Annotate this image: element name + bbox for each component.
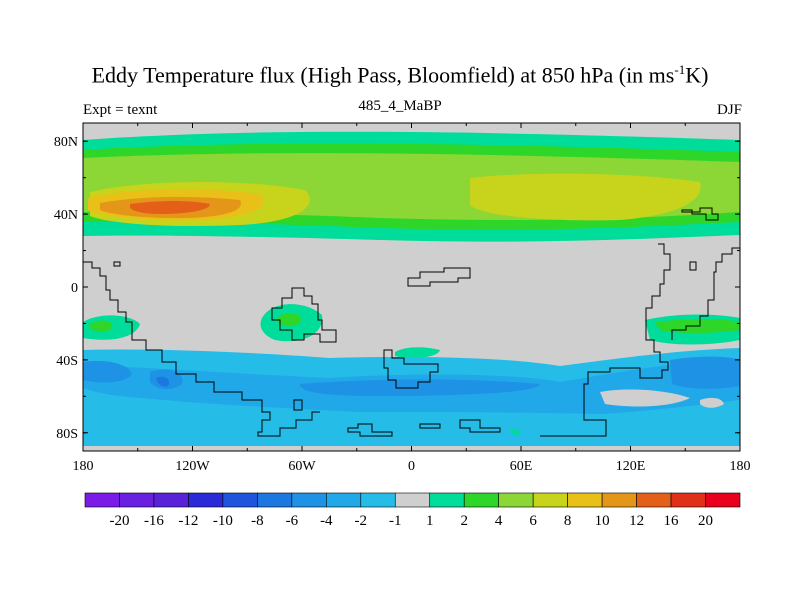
lat-tick-label: 80N xyxy=(54,135,78,150)
lon-tick-label: 120E xyxy=(616,459,646,474)
colorbar-swatch xyxy=(119,492,155,508)
colorbar-label: 10 xyxy=(595,513,610,529)
colorbar-swatch xyxy=(291,492,327,508)
colorbar-swatch xyxy=(222,492,258,508)
coastlines xyxy=(83,207,740,437)
axis-tick-labels: 80N 40N 0 40S 80S 180 120W 60W 0 60E 120E 180 xyxy=(54,135,751,474)
colorbar-label: 16 xyxy=(664,513,680,529)
colorbar-swatch xyxy=(394,492,431,508)
colorbar-label: -8 xyxy=(251,513,264,529)
colorbar-swatch xyxy=(705,492,741,508)
colorbar-swatch xyxy=(360,492,396,508)
filled-contours xyxy=(83,123,740,451)
colorbar-swatch xyxy=(498,492,534,508)
colorbar-label: 6 xyxy=(529,513,537,529)
season-label: DJF xyxy=(716,102,742,118)
colorbar: -20 -16 -12 -10 -8 -6 -4 -2 -1 1 2 4 6 8 10 12 16 20 xyxy=(84,492,741,529)
colorbar-swatch xyxy=(601,492,637,508)
lat-tick-label: 40S xyxy=(56,354,78,369)
colorbar-label: -1 xyxy=(389,513,402,529)
colorbar-swatch xyxy=(153,492,189,508)
colorbar-label: 8 xyxy=(564,513,572,529)
lon-tick-label: 60E xyxy=(510,459,533,474)
colorbar-label: 4 xyxy=(495,513,503,529)
colorbar-label: -12 xyxy=(178,513,198,529)
colorbar-label: -6 xyxy=(286,513,299,529)
colorbar-label: 2 xyxy=(460,513,468,529)
lon-tick-label: 120W xyxy=(175,459,210,474)
colorbar-swatch xyxy=(670,492,706,508)
colorbar-swatch xyxy=(326,492,362,508)
lon-tick-label: 0 xyxy=(408,459,415,474)
lat-tick-label: 0 xyxy=(71,281,78,296)
lat-tick-label: 80S xyxy=(56,427,78,442)
colorbar-label: -10 xyxy=(213,513,233,529)
colorbar-label: 12 xyxy=(629,513,644,529)
colorbar-label: 1 xyxy=(426,513,434,529)
colorbar-swatch xyxy=(463,492,499,508)
colorbar-swatch xyxy=(257,492,293,508)
axis-ticks xyxy=(82,123,741,451)
colorbar-swatch xyxy=(188,492,224,508)
colorbar-swatch xyxy=(567,492,603,508)
lon-tick-label: 180 xyxy=(730,459,751,474)
colorbar-swatch xyxy=(429,492,465,508)
colorbar-label: -2 xyxy=(355,513,368,529)
colorbar-swatch xyxy=(636,492,672,508)
colorbar-label: 20 xyxy=(698,513,713,529)
colorbar-label: -16 xyxy=(144,513,164,529)
lat-tick-label: 40N xyxy=(54,208,78,223)
colorbar-swatch xyxy=(532,492,568,508)
lon-tick-label: 60W xyxy=(288,459,316,474)
colorbar-label: -20 xyxy=(109,513,129,529)
lon-tick-label: 180 xyxy=(73,459,94,474)
plot-title: Eddy Temperature flux (High Pass, Bloomf… xyxy=(91,62,709,88)
plot-subtitle: 485_4_MaBP xyxy=(358,98,442,114)
colorbar-label: -4 xyxy=(320,513,333,529)
experiment-label: Expt = texnt xyxy=(83,102,158,118)
colorbar-swatch xyxy=(84,492,120,508)
